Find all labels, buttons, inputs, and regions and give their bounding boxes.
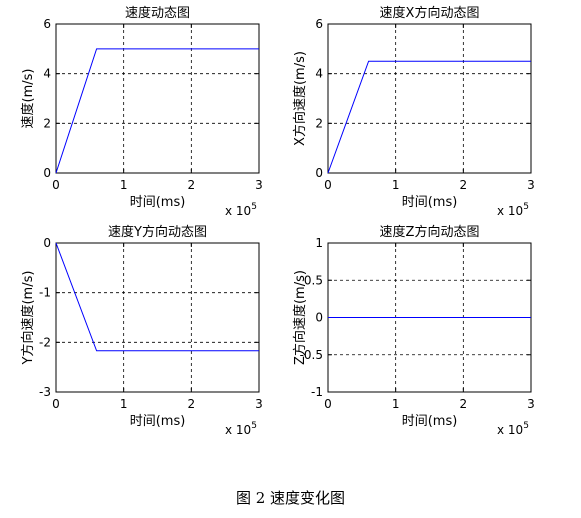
y-axis-label: 速度(m/s) (20, 69, 36, 129)
x-tick-label: 0 (52, 178, 60, 192)
figure-caption: 图 2 速度变化图 (235, 489, 346, 507)
x-exponent-label: x 105 (497, 421, 529, 437)
y-tick-label: 0 (43, 236, 51, 250)
y-axis-label: Z方向速度(m/s) (292, 270, 308, 365)
x-tick-label: 3 (255, 397, 263, 411)
x-tick-label: 3 (255, 178, 263, 192)
y-axis-label: Y方向速度(m/s) (20, 271, 36, 366)
y-tick-label: 0.5 (304, 273, 323, 287)
x-tick-label: 0 (324, 397, 332, 411)
x-exponent-power: 5 (251, 421, 257, 431)
x-exponent-power: 5 (523, 421, 529, 431)
y-axis-label: X方向速度(m/s) (292, 51, 308, 146)
y-tick-label: 0 (315, 166, 323, 180)
x-tick-label: 3 (527, 397, 535, 411)
y-tick-label: -0.5 (300, 348, 323, 362)
x-exponent-label: x 105 (225, 421, 257, 437)
x-exponent-power: 5 (523, 202, 529, 212)
subplot-title: 速度Y方向动态图 (108, 224, 207, 240)
subplot-title: 速度X方向动态图 (380, 5, 480, 21)
x-tick-label: 0 (324, 178, 332, 192)
y-tick-label: 0 (43, 166, 51, 180)
x-tick-label: 2 (188, 397, 196, 411)
y-tick-label: 1 (315, 236, 323, 250)
axes-frame (55, 23, 260, 174)
y-tick-label: -1 (39, 286, 51, 300)
y-tick-label: 2 (43, 116, 51, 130)
series-line-1 (55, 48, 259, 174)
x-exponent-label: x 105 (225, 202, 257, 218)
x-axis-label: 时间(ms) (402, 414, 458, 429)
y-tick-label: 0 (315, 311, 323, 325)
series-line-1 (55, 242, 259, 352)
x-tick-label: 1 (392, 397, 400, 411)
x-axis-label: 时间(ms) (130, 414, 186, 429)
x-exponent-label: x 105 (497, 202, 529, 218)
y-tick-label: -3 (39, 385, 51, 399)
x-tick-label: 1 (120, 397, 128, 411)
y-tick-label: -2 (39, 335, 51, 349)
axes-frame (55, 242, 260, 393)
x-tick-label: 1 (392, 178, 400, 192)
y-tick-label: 6 (43, 17, 51, 31)
x-tick-label: 0 (52, 397, 60, 411)
subplot-title: 速度动态图 (125, 5, 190, 21)
subplot-title: 速度Z方向动态图 (380, 224, 480, 240)
x-tick-label: 3 (527, 178, 535, 192)
axes-frame (327, 23, 532, 174)
x-axis-label: 时间(ms) (402, 195, 458, 210)
series-line-1 (327, 60, 531, 174)
x-tick-label: 2 (460, 397, 468, 411)
y-tick-label: 2 (315, 116, 323, 130)
x-tick-label: 2 (460, 178, 468, 192)
y-tick-label: -1 (311, 385, 323, 399)
x-tick-label: 1 (120, 178, 128, 192)
x-exponent-power: 5 (251, 202, 257, 212)
y-tick-label: 4 (315, 67, 323, 81)
y-tick-label: 6 (315, 17, 323, 31)
x-axis-label: 时间(ms) (130, 195, 186, 210)
y-tick-label: 4 (43, 67, 51, 81)
x-tick-label: 2 (188, 178, 196, 192)
